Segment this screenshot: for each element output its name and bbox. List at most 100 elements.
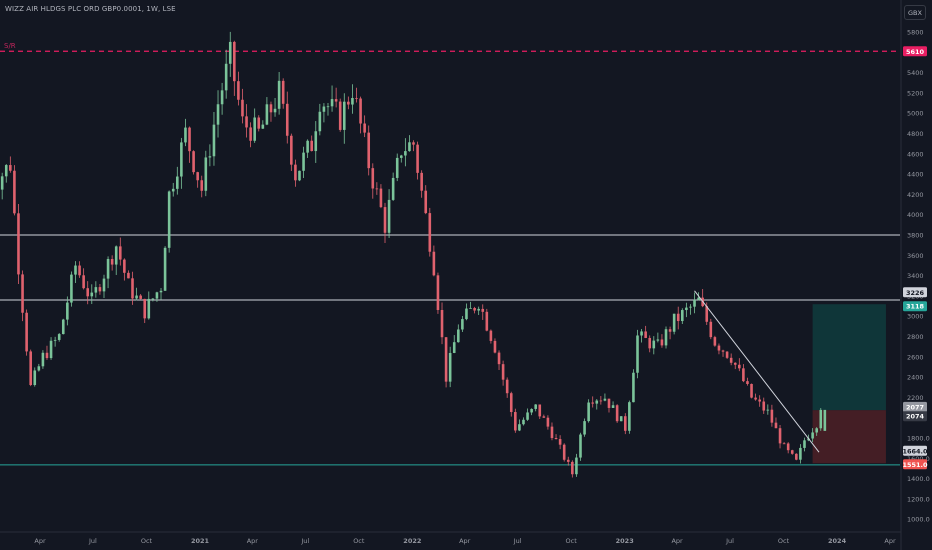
candle-up[interactable] (395, 157, 399, 178)
candle-up[interactable] (526, 412, 529, 420)
candle-up[interactable] (151, 298, 155, 300)
candle-up[interactable] (330, 99, 334, 107)
candle-down[interactable] (383, 207, 387, 233)
candle-down[interactable] (82, 275, 85, 289)
candle-down[interactable] (131, 278, 134, 299)
candle-up[interactable] (314, 131, 318, 152)
candle-up[interactable] (534, 404, 537, 409)
candle-down[interactable] (123, 259, 126, 273)
candle-down[interactable] (118, 246, 122, 260)
candle-down[interactable] (13, 170, 16, 214)
candle-down[interactable] (615, 405, 619, 422)
candle-up[interactable] (351, 97, 354, 105)
candle-down[interactable] (778, 428, 782, 444)
candle-down[interactable] (192, 151, 195, 173)
candle-up[interactable] (184, 127, 187, 143)
candle-down[interactable] (554, 438, 558, 440)
candle-up[interactable] (90, 292, 94, 297)
candle-down[interactable] (754, 397, 757, 400)
candle-up[interactable] (114, 246, 118, 265)
candle-up[interactable] (408, 142, 411, 152)
candle-down[interactable] (237, 81, 240, 100)
candle-up[interactable] (277, 80, 281, 109)
candle-up[interactable] (465, 308, 468, 320)
candle-down[interactable] (762, 401, 766, 411)
candle-down[interactable] (281, 80, 285, 104)
candle-down[interactable] (334, 99, 338, 102)
candle-down[interactable] (200, 180, 204, 191)
candle-up[interactable] (399, 155, 403, 158)
candle-up[interactable] (587, 402, 590, 422)
candle-down[interactable] (660, 339, 664, 346)
candle-up[interactable] (575, 457, 578, 475)
candle-up[interactable] (204, 157, 208, 191)
candle-down[interactable] (249, 127, 252, 141)
candle-up[interactable] (306, 140, 309, 153)
candle-down[interactable] (347, 101, 350, 105)
candle-up[interactable] (815, 428, 818, 433)
candle-up[interactable] (404, 151, 407, 156)
candle-down[interactable] (542, 416, 546, 418)
candle-down[interactable] (599, 400, 603, 402)
candle-up[interactable] (147, 298, 151, 319)
candle-down[interactable] (86, 288, 90, 297)
candle-down[interactable] (514, 412, 517, 431)
candle-up[interactable] (106, 259, 110, 279)
candle-down[interactable] (110, 259, 114, 265)
candle-up[interactable] (326, 106, 330, 108)
candle-down[interactable] (379, 188, 383, 208)
candle-up[interactable] (595, 400, 599, 404)
candle-down[interactable] (489, 330, 493, 341)
candle-up[interactable] (41, 352, 45, 367)
candle-down[interactable] (571, 461, 574, 475)
candle-down[interactable] (420, 172, 423, 191)
candle-up[interactable] (603, 398, 607, 401)
candle-down[interactable] (750, 383, 753, 398)
candle-down[interactable] (444, 337, 448, 382)
candle-down[interactable] (591, 402, 595, 404)
candle-down[interactable] (412, 142, 415, 145)
candle-down[interactable] (668, 329, 672, 332)
candle-up[interactable] (302, 152, 305, 171)
candle-up[interactable] (171, 188, 175, 192)
candle-down[interactable] (367, 132, 371, 169)
candle-up[interactable] (811, 432, 814, 439)
candle-down[interactable] (363, 123, 366, 133)
candle-down[interactable] (78, 265, 81, 276)
candle-up[interactable] (66, 302, 69, 320)
candle-down[interactable] (676, 313, 680, 322)
candle-up[interactable] (57, 334, 61, 340)
candle-up[interactable] (636, 335, 639, 373)
candle-up[interactable] (664, 329, 668, 346)
candle-down[interactable] (733, 362, 737, 365)
candle-up[interactable] (212, 124, 216, 157)
candle-up[interactable] (697, 297, 700, 300)
candle-down[interactable] (607, 398, 611, 408)
candle-down[interactable] (416, 144, 419, 173)
candle-down[interactable] (294, 164, 297, 181)
candle-up[interactable] (391, 177, 395, 200)
candle-down[interactable] (188, 127, 191, 152)
candle-down[interactable] (705, 306, 709, 322)
candle-up[interactable] (74, 265, 77, 275)
candle-up[interactable] (611, 405, 615, 408)
candle-down[interactable] (9, 165, 12, 171)
candle-up[interactable] (0, 176, 4, 190)
candle-down[interactable] (310, 140, 313, 152)
candle-down[interactable] (233, 41, 236, 82)
candle-up[interactable] (619, 416, 623, 422)
candle-up[interactable] (457, 329, 460, 343)
candle-down[interactable] (566, 459, 570, 462)
candle-up[interactable] (518, 424, 521, 431)
candle-down[interactable] (245, 116, 248, 128)
candle-down[interactable] (623, 416, 627, 431)
candle-up[interactable] (228, 41, 232, 64)
candle-up[interactable] (579, 434, 582, 458)
candle-down[interactable] (371, 168, 375, 189)
candle-down[interactable] (509, 393, 513, 413)
candle-up[interactable] (167, 191, 171, 248)
candle-down[interactable] (196, 172, 199, 181)
candle-up[interactable] (94, 287, 98, 293)
candle-down[interactable] (98, 287, 102, 292)
